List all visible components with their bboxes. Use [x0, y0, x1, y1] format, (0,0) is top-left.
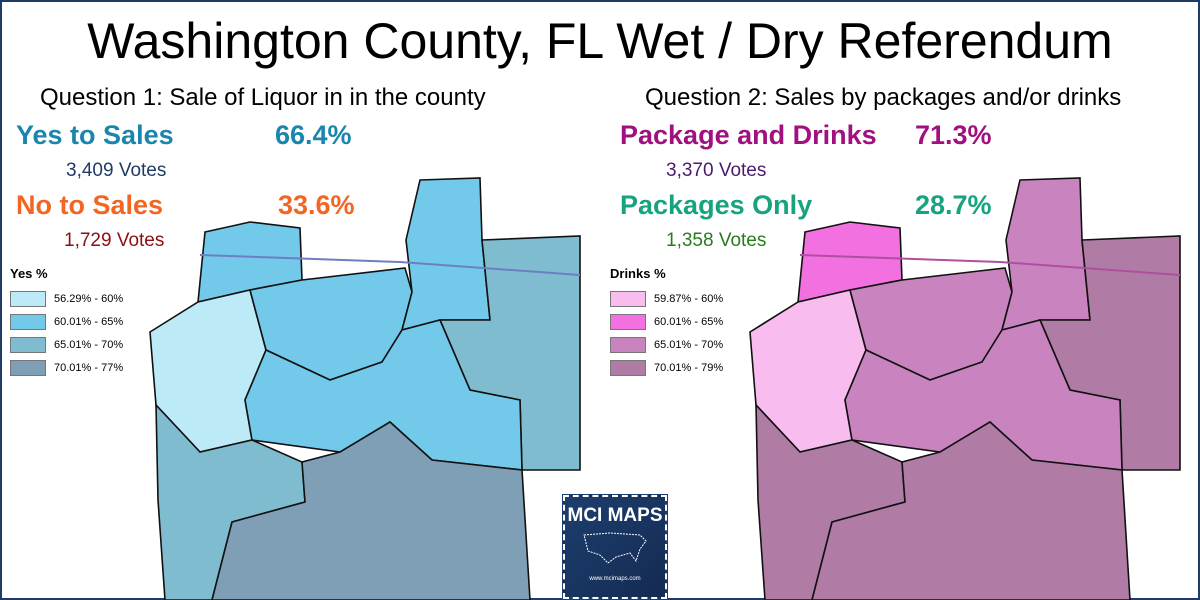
legend-label: 70.01% - 79% [654, 361, 724, 374]
packages-pct: 28.7% [915, 190, 992, 220]
mci-maps-logo: MCI MAPS www.mcimaps.com [562, 494, 668, 600]
question2-heading: Question 2: Sales by packages and/or dri… [645, 84, 1122, 111]
legend-swatch [10, 313, 46, 330]
legend-label: 65.01% - 70% [654, 338, 724, 351]
packages-label: Packages Only [620, 190, 813, 220]
yes-votes: 3,409 Votes [66, 160, 167, 181]
legend-item: 59.87% - 60% [610, 287, 723, 310]
legend-swatch [610, 359, 646, 376]
logo-name: MCI MAPS [567, 505, 663, 526]
legend-label: 60.01% - 65% [54, 315, 124, 328]
precinct [400, 177, 491, 332]
question1-heading: Question 1: Sale of Liquor in in the cou… [40, 84, 486, 111]
drinks-pct: 71.3% [915, 120, 992, 150]
yes-label: Yes to Sales [16, 120, 174, 150]
packages-votes: 1,358 Votes [666, 230, 767, 251]
legend-label: 56.29% - 60% [54, 292, 124, 305]
us-map-icon [583, 532, 647, 564]
drinks-label: Package and Drinks [620, 120, 877, 150]
no-pct: 33.6% [278, 190, 355, 220]
legend-label: 70.01% - 77% [54, 361, 124, 374]
legend-title: Drinks % [610, 266, 666, 281]
legend-item: 60.01% - 65% [10, 310, 123, 333]
legend-label: 60.01% - 65% [654, 315, 724, 328]
interstate-road [199, 254, 581, 276]
legend-label: 65.01% - 70% [54, 338, 124, 351]
legend-swatch [10, 336, 46, 353]
drinks-votes: 3,370 Votes [666, 160, 767, 181]
legend-item: 56.29% - 60% [10, 287, 123, 310]
legend-swatch [10, 290, 46, 307]
no-label: No to Sales [16, 190, 164, 220]
interstate-road [799, 254, 1181, 276]
page-title: Washington County, FL Wet / Dry Referend… [87, 13, 1113, 69]
legend-q1: Yes % 56.29% - 60% 60.01% - 65% 65.01% -… [10, 266, 123, 379]
legend-item: 65.01% - 70% [10, 333, 123, 356]
yes-pct: 66.4% [275, 120, 352, 150]
precinct [211, 421, 531, 600]
legend-swatch [10, 359, 46, 376]
logo-url: www.mcimaps.com [589, 576, 641, 582]
legend-item: 65.01% - 70% [610, 333, 723, 356]
legend-swatch [610, 313, 646, 330]
legend-title: Yes % [10, 266, 48, 281]
legend-swatch [610, 290, 646, 307]
legend-swatch [610, 336, 646, 353]
legend-q2: Drinks % 59.87% - 60% 60.01% - 65% 65.01… [610, 266, 723, 379]
precinct [1000, 177, 1091, 332]
question1-map [149, 177, 581, 600]
legend-label: 59.87% - 60% [654, 292, 724, 305]
question2-map [749, 177, 1181, 600]
precinct [244, 319, 523, 471]
precinct [844, 319, 1123, 471]
no-votes: 1,729 Votes [64, 230, 165, 251]
precinct [811, 421, 1131, 600]
legend-item: 70.01% - 79% [610, 356, 723, 379]
legend-item: 70.01% - 77% [10, 356, 123, 379]
legend-item: 60.01% - 65% [610, 310, 723, 333]
